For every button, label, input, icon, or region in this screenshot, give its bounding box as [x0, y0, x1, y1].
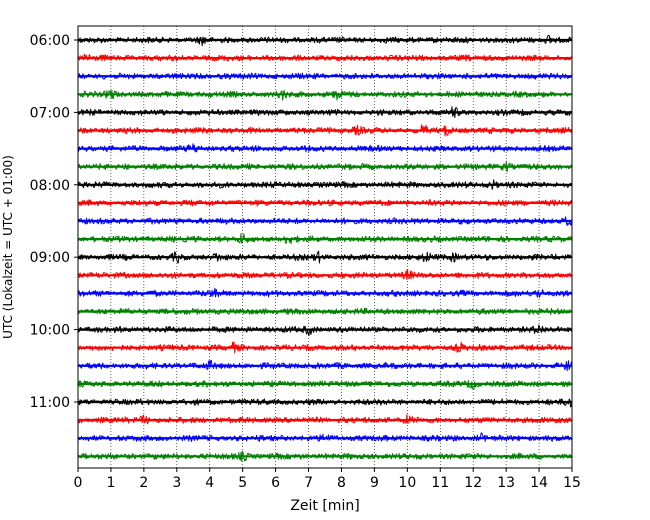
- y-tick-label: 09:00: [30, 250, 70, 266]
- x-tick-label: 1: [106, 475, 115, 491]
- trace-0600: [77, 34, 573, 47]
- trace-0615: [77, 53, 573, 62]
- y-tick-label: 11:00: [30, 395, 70, 411]
- x-tick-label: 7: [304, 475, 313, 491]
- x-tick-label: 3: [172, 475, 181, 491]
- x-tick-label: 11: [431, 475, 449, 491]
- y-axis-ticks: 06:00 07:00 08:00 09:00 10:00 11:00: [30, 33, 78, 411]
- x-axis-ticks: 0 1 2 3 4 5 6 7 8 9 10 11 12 13 14 15: [74, 468, 581, 491]
- y-tick-label: 06:00: [30, 33, 70, 49]
- x-tick-label: 9: [370, 475, 379, 491]
- x-tick-label: 10: [398, 475, 416, 491]
- x-tick-label: 5: [238, 475, 247, 491]
- y-tick-label: 07:00: [30, 105, 70, 121]
- x-tick-label: 12: [464, 475, 482, 491]
- x-tick-label: 8: [337, 475, 346, 491]
- y-tick-label: 08:00: [30, 178, 70, 194]
- plot-frame: [77, 25, 573, 469]
- x-tick-label: 13: [497, 475, 515, 491]
- x-tick-label: 0: [74, 475, 83, 491]
- x-axis-label: Zeit [min]: [290, 498, 359, 514]
- trace-0900: [77, 250, 573, 264]
- x-tick-label: 4: [205, 475, 214, 491]
- x-tick-label: 2: [139, 475, 148, 491]
- x-tick-label: 15: [563, 475, 581, 491]
- seismic-traces: [77, 34, 573, 462]
- y-tick-label: 10:00: [30, 323, 70, 339]
- x-tick-label: 14: [530, 475, 548, 491]
- x-tick-label: 6: [271, 475, 280, 491]
- y-axis-label: UTC (Lokalzeit = UTC + 01:00): [1, 155, 15, 339]
- trace-0800: [77, 179, 573, 190]
